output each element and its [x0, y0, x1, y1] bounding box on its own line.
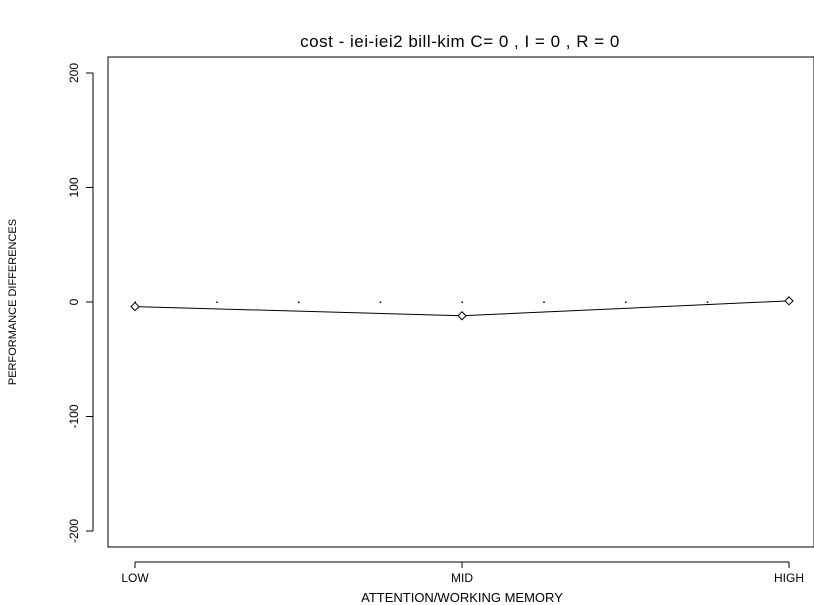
- reference-dot: [625, 301, 627, 303]
- x-axis: LOW MID HIGH: [121, 561, 804, 585]
- x-tick-label: LOW: [121, 571, 149, 585]
- y-tick-label: 0: [67, 298, 81, 305]
- reference-dot: [461, 301, 463, 303]
- y-tick-label: -200: [67, 519, 81, 543]
- data-point-diamond: [130, 301, 140, 312]
- data-point-diamond: [457, 311, 467, 321]
- data-point-diamond: [784, 296, 794, 306]
- x-tick-label: HIGH: [774, 571, 804, 585]
- y-axis: -200 -100 0 100 200: [67, 63, 94, 543]
- reference-dot: [543, 301, 545, 303]
- reference-dot: [298, 301, 300, 303]
- x-tick-label: MID: [451, 571, 473, 585]
- y-tick-label: 200: [67, 63, 81, 83]
- y-axis-label: PERFORMANCE DIFFERENCES: [7, 219, 19, 385]
- reference-dot: [216, 301, 218, 303]
- x-axis-label: ATTENTION/WORKING MEMORY: [361, 590, 563, 605]
- chart-title: cost - iei-iei2 bill-kim C= 0 , I = 0 , …: [300, 32, 620, 51]
- y-tick-label: 100: [67, 177, 81, 197]
- series-group: [130, 296, 794, 321]
- zero-reference-dots: [134, 301, 790, 303]
- reference-dot: [706, 301, 709, 303]
- y-tick-label: -100: [67, 404, 81, 428]
- reference-dot: [379, 301, 382, 303]
- plot-frame: [107, 56, 814, 548]
